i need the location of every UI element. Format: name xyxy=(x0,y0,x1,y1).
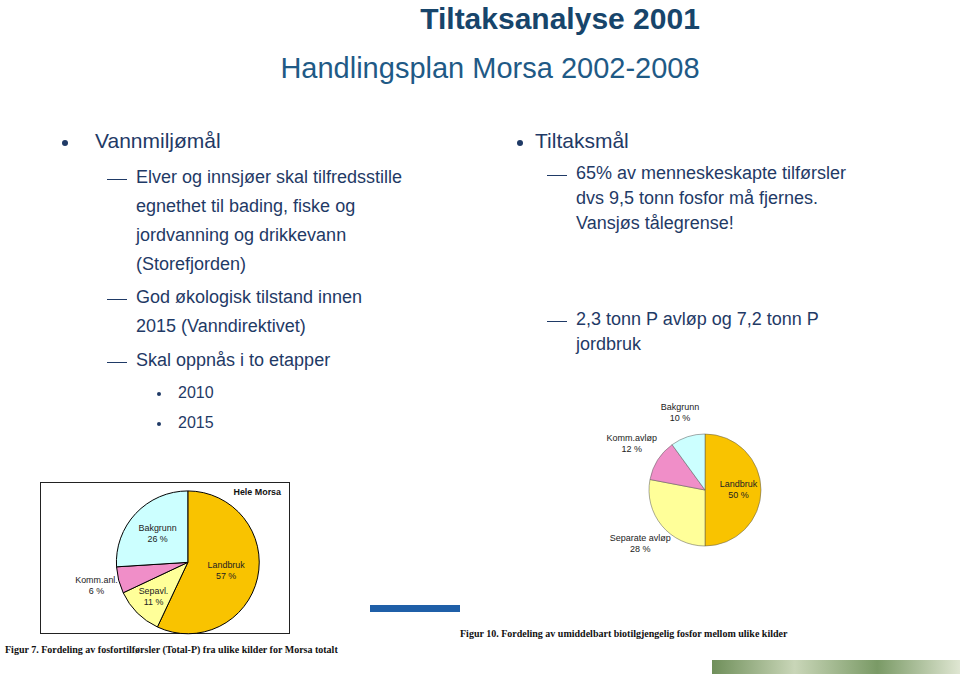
html-text:Figur 10. Fordeling av umiddel: Figur 10. Fordeling av umiddelbart bioti… xyxy=(460,628,788,639)
svg-text:Landbruk57 %: Landbruk57 % xyxy=(208,560,246,581)
html-text:Tiltaksmål: Tiltaksmål xyxy=(535,129,629,152)
html-text:jordbruk: jordbruk xyxy=(576,334,641,354)
html-text:Tiltaksanalyse 2001: Tiltaksanalyse 2001 xyxy=(420,2,700,35)
html-text:2015 (Vanndirektivet): 2015 (Vanndirektivet) xyxy=(136,316,306,336)
html-text:Figur 7. Fordeling av fosforti: Figur 7. Fordeling av fosfortilførsler (… xyxy=(5,644,338,655)
svg-text:Komm.avløp12 %: Komm.avløp12 % xyxy=(606,432,657,453)
html-text:Skal oppnås i to etapper: Skal oppnås i to etapper xyxy=(136,350,331,370)
html-text:egnethet til bading, fiske og: egnethet til bading, fiske og xyxy=(136,196,356,216)
svg-text:Bakgrunn26 %: Bakgrunn26 % xyxy=(139,523,177,544)
html-text:(Storefjorden): (Storefjorden) xyxy=(136,254,247,274)
html-text:2015: 2015 xyxy=(178,414,214,431)
svg-text:Komm.anl.6 %: Komm.anl.6 % xyxy=(75,575,118,596)
html-text:2010: 2010 xyxy=(178,384,214,401)
svg-text:Separate avløp28 %: Separate avløp28 % xyxy=(610,533,671,554)
html-text:jordvanning og drikkevann: jordvanning og drikkevann xyxy=(136,225,347,245)
html-text:Elver og innsjøer skal tilfred: Elver og innsjøer skal tilfredsstille xyxy=(136,167,403,187)
html-text:dvs 9,5 tonn fosfor må fjernes: dvs 9,5 tonn fosfor må fjernes. xyxy=(576,188,819,208)
html-text:65% av menneskeskapte tilførsl: 65% av menneskeskapte tilførsler xyxy=(576,163,847,183)
html-text:God økologisk tilstand innen: God økologisk tilstand innen xyxy=(136,287,363,307)
svg-text:Sepavl.11 %: Sepavl.11 % xyxy=(139,586,169,607)
svg-text:Bakgrunn10 %: Bakgrunn10 % xyxy=(661,402,700,423)
svg-text:Landbruk50 %: Landbruk50 % xyxy=(720,479,758,500)
html-text:Handlingsplan Morsa 2002-2008: Handlingsplan Morsa 2002-2008 xyxy=(280,52,700,84)
html-text:2,3 tonn P avløp og 7,2 tonn P: 2,3 tonn P avløp og 7,2 tonn P xyxy=(576,309,819,329)
html-text:Vannmiljømål: Vannmiljømål xyxy=(95,129,221,152)
svg-text:Hele Morsa: Hele Morsa xyxy=(233,487,282,497)
html-text:Vansjøs tålegrense!: Vansjøs tålegrense! xyxy=(576,213,734,233)
